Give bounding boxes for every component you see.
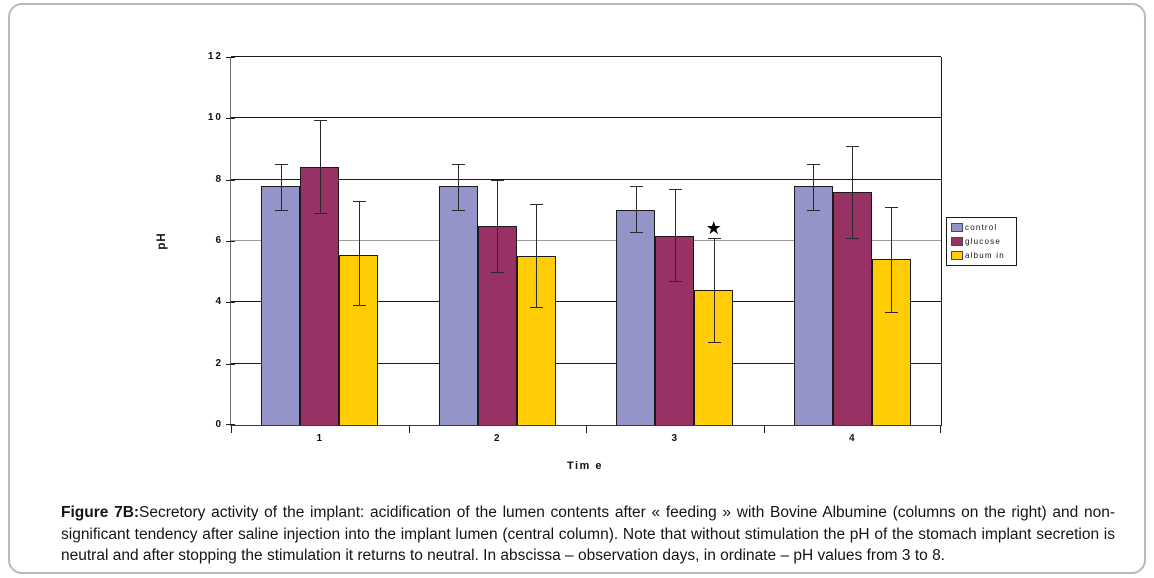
bar-control-1 [261, 185, 301, 425]
figure-caption-label: Figure 7B: [61, 504, 140, 521]
bar-chart: pH 0 2 4 6 8 10 12 1 2 3 4 ★ Tim e control glucose al… [10, 5, 1144, 572]
x-axis-tick [764, 426, 765, 433]
error-bar [891, 207, 893, 312]
x-axis-title: Tim e [566, 460, 604, 472]
y-tick-label: 4 [215, 296, 223, 308]
y-tick-label: 6 [215, 235, 223, 246]
gridline-4 [231, 301, 941, 303]
gridline-12 [231, 56, 941, 57]
y-tick-label: 0 [215, 419, 223, 430]
error-bar-cap-bottom [274, 210, 288, 212]
x-tick-label: 3 [671, 433, 679, 444]
y-axis-tick [226, 302, 235, 304]
gridline-10 [231, 117, 941, 119]
bar-albumin-1 [339, 254, 379, 425]
error-bar-cap-top [491, 179, 505, 181]
error-bar [536, 204, 538, 307]
figure-caption-text: Secretory activity of the implant: acidi… [61, 504, 1115, 564]
legend-swatch-icon [951, 237, 963, 246]
error-bar-cap-top [452, 164, 466, 166]
y-axis-title: pH [156, 232, 168, 250]
error-bar-cap-top [668, 188, 682, 190]
error-bar [280, 164, 282, 211]
legend-label: album in [965, 251, 1005, 260]
y-axis-tick [226, 179, 235, 181]
y-axis-tick [226, 241, 235, 242]
gridline-8 [231, 178, 941, 180]
x-axis-tick [586, 426, 587, 433]
x-axis-tick [940, 426, 941, 433]
x-tick-label: 1 [316, 433, 324, 444]
error-bar-cap-bottom [846, 237, 860, 239]
legend-item-control: control [951, 223, 1013, 232]
error-bar [319, 119, 321, 214]
x-tick-label: 4 [848, 433, 856, 444]
error-bar [458, 164, 460, 211]
error-bar-cap-top [313, 119, 327, 121]
legend-item-albumin: album in [951, 251, 1013, 260]
bar-control-2 [438, 185, 478, 425]
error-bar-cap-bottom [491, 271, 505, 273]
y-axis-tick [226, 118, 235, 120]
gridline-2 [231, 362, 941, 364]
bar-control-4 [793, 185, 833, 425]
error-bar-cap-top [530, 204, 544, 206]
error-bar [674, 188, 676, 281]
y-axis-tick [226, 363, 235, 365]
error-bar-cap-bottom [707, 342, 721, 344]
error-bar-cap-bottom [885, 311, 899, 313]
error-bar [358, 201, 360, 306]
y-tick-label: 2 [215, 357, 223, 369]
error-bar-cap-bottom [629, 231, 643, 233]
y-axis-tick [226, 57, 235, 58]
error-bar-cap-bottom [530, 306, 544, 308]
figure-caption: Figure 7B:Secretory activity of the impl… [61, 502, 1115, 567]
error-bar-cap-top [885, 207, 899, 209]
error-bar-cap-top [807, 164, 821, 166]
legend-item-glucose: glucose [951, 237, 1013, 246]
error-bar-cap-bottom [352, 305, 366, 307]
legend-swatch-icon [951, 251, 963, 260]
y-tick-label: 10 [207, 112, 223, 124]
error-bar-cap-top [352, 201, 366, 203]
legend: control glucose album in [946, 217, 1017, 266]
y-axis-tick [226, 424, 235, 425]
error-bar-cap-bottom [452, 210, 466, 212]
y-tick-label: 8 [215, 173, 223, 185]
bar-control-3 [616, 210, 656, 425]
error-bar-cap-top [707, 237, 721, 239]
error-bar [713, 237, 715, 343]
significance-star-icon: ★ [705, 217, 722, 238]
y-tick-label: 12 [207, 51, 223, 62]
error-bar [497, 179, 499, 272]
error-bar [813, 164, 815, 211]
plot-area: 0 2 4 6 8 10 12 1 2 3 4 ★ [208, 51, 942, 444]
legend-label: glucose [965, 237, 1001, 246]
x-axis-tick [409, 426, 410, 433]
error-bar-cap-top [274, 164, 288, 166]
legend-swatch-icon [951, 223, 963, 232]
error-bar-cap-bottom [668, 280, 682, 282]
error-bar-cap-bottom [313, 213, 327, 215]
error-bar-cap-top [846, 145, 860, 147]
x-axis-tick [231, 426, 232, 433]
gridline-6 [231, 240, 941, 241]
error-bar-cap-top [629, 185, 643, 187]
legend-label: control [965, 223, 998, 232]
error-bar [852, 145, 854, 238]
error-bar [635, 185, 637, 232]
x-tick-label: 2 [493, 433, 501, 444]
error-bar-cap-bottom [807, 210, 821, 212]
figure-border: pH 0 2 4 6 8 10 12 1 2 3 4 ★ Tim e control glucose al… [8, 3, 1146, 574]
